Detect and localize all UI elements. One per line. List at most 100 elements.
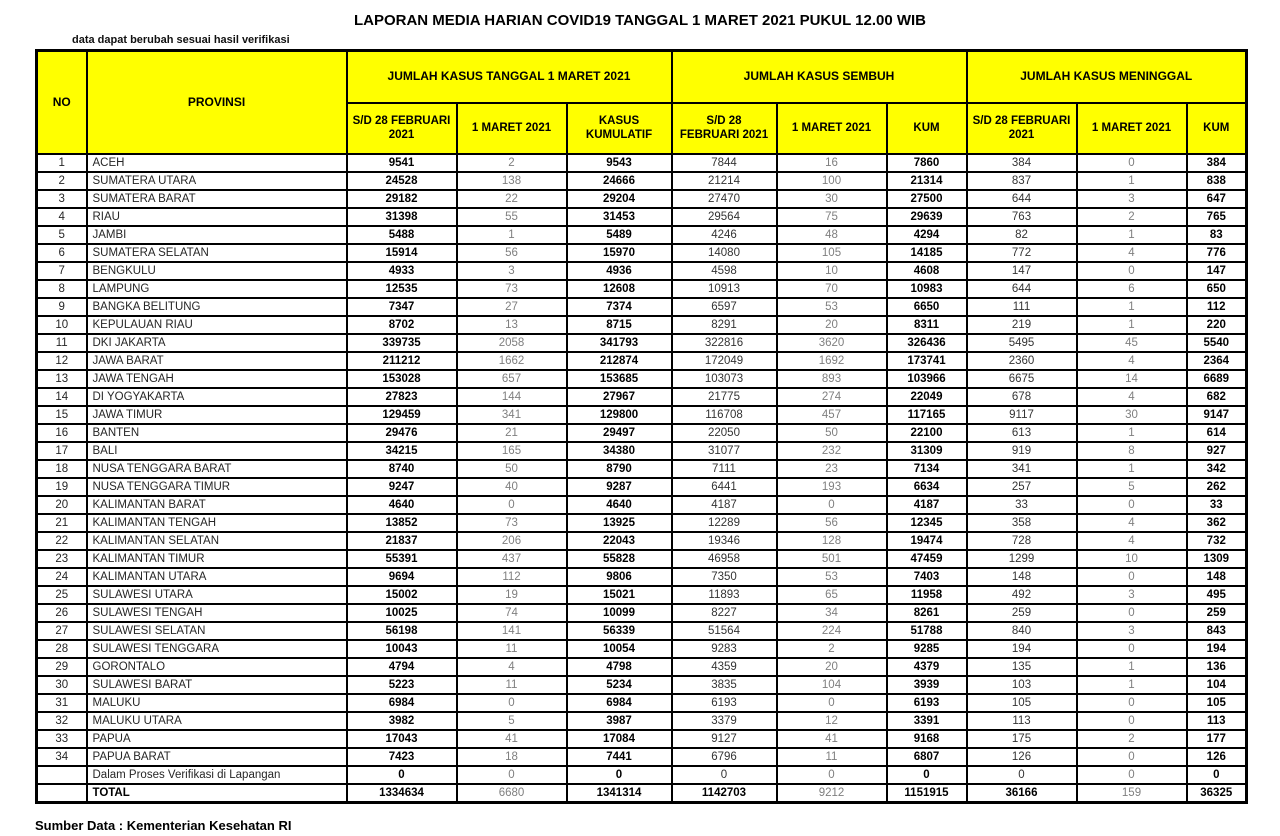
value-cell: 728 xyxy=(965,530,1078,551)
value-cell: 194 xyxy=(965,638,1078,659)
value-cell: 0 xyxy=(565,764,673,785)
row-number: 24 xyxy=(35,566,88,587)
row-number: 8 xyxy=(35,278,88,299)
value-cell: 341 xyxy=(965,458,1078,479)
value-cell: 257 xyxy=(965,476,1078,497)
value-cell: 147 xyxy=(1185,260,1248,281)
table-row: 11 DKI JAKARTA 339735 2058 341793 322816 3620 3… xyxy=(35,332,1248,353)
value-cell: 8715 xyxy=(565,314,673,335)
row-number: 14 xyxy=(35,386,88,407)
province-name: BANTEN xyxy=(85,422,348,443)
value-cell: 103073 xyxy=(670,368,778,389)
value-cell: 27470 xyxy=(670,188,778,209)
value-cell: 9287 xyxy=(565,476,673,497)
value-cell: 384 xyxy=(1185,152,1248,173)
table-row: 13 JAWA TENGAH 153028 657 153685 103073 893 103… xyxy=(35,368,1248,389)
total-value-cell: 1142703 xyxy=(670,782,778,803)
value-cell: 613 xyxy=(965,422,1078,443)
value-cell: 1 xyxy=(1075,224,1188,245)
value-cell: 7441 xyxy=(565,746,673,767)
table-row: 14 DI YOGYAKARTA 27823 144 27967 21775 274 2204… xyxy=(35,386,1248,407)
value-cell: 12535 xyxy=(345,278,458,299)
value-cell: 8 xyxy=(1075,440,1188,461)
row-number: 7 xyxy=(35,260,88,281)
row-number: 26 xyxy=(35,602,88,623)
value-cell: 19346 xyxy=(670,530,778,551)
province-name: DI YOGYAKARTA xyxy=(85,386,348,407)
value-cell: 678 xyxy=(965,386,1078,407)
subheader-sembuh-sd28: S/D 28 FEBRUARI 2021 xyxy=(670,101,778,155)
province-name: JAWA TIMUR xyxy=(85,404,348,425)
value-cell: 4936 xyxy=(565,260,673,281)
value-cell: 45 xyxy=(1075,332,1188,353)
row-number xyxy=(35,764,88,785)
value-cell: 763 xyxy=(965,206,1078,227)
value-cell: 128 xyxy=(775,530,888,551)
row-number: 4 xyxy=(35,206,88,227)
row-number: 19 xyxy=(35,476,88,497)
report-title: LAPORAN MEDIA HARIAN COVID19 TANGGAL 1 M… xyxy=(353,12,927,29)
value-cell: 41 xyxy=(455,728,568,749)
row-number: 13 xyxy=(35,368,88,389)
header-group-meninggal: JUMLAH KASUS MENINGGAL xyxy=(965,49,1248,104)
value-cell: 1 xyxy=(1075,170,1188,191)
value-cell: 1 xyxy=(1075,458,1188,479)
value-cell: 919 xyxy=(965,440,1078,461)
value-cell: 56 xyxy=(775,512,888,533)
value-cell: 13852 xyxy=(345,512,458,533)
total-value-cell: 36325 xyxy=(1185,782,1248,803)
value-cell: 9147 xyxy=(1185,404,1248,425)
value-cell: 27823 xyxy=(345,386,458,407)
value-cell: 6675 xyxy=(965,368,1078,389)
value-cell: 11 xyxy=(455,674,568,695)
value-cell: 6634 xyxy=(885,476,968,497)
province-name: NUSA TENGGARA BARAT xyxy=(85,458,348,479)
value-cell: 194 xyxy=(1185,638,1248,659)
table-row: 15 JAWA TIMUR 129459 341 129800 116708 457 1171… xyxy=(35,404,1248,425)
row-number: 29 xyxy=(35,656,88,677)
province-name: SULAWESI SELATAN xyxy=(85,620,348,641)
table-row: 31 MALUKU 6984 0 6984 6193 0 6193 105 0 105 xyxy=(35,692,1248,713)
value-cell: 47459 xyxy=(885,548,968,569)
value-cell: 3 xyxy=(455,260,568,281)
value-cell: 8740 xyxy=(345,458,458,479)
value-cell: 103 xyxy=(965,674,1078,695)
value-cell: 12 xyxy=(775,710,888,731)
value-cell: 2364 xyxy=(1185,350,1248,371)
value-cell: 6796 xyxy=(670,746,778,767)
province-name: PAPUA xyxy=(85,728,348,749)
table-row: 6 SUMATERA SELATAN 15914 56 15970 14080 105 141… xyxy=(35,242,1248,263)
table-row: 19 NUSA TENGGARA TIMUR 9247 40 9287 6441 193 66… xyxy=(35,476,1248,497)
value-cell: 1662 xyxy=(455,350,568,371)
table-row: 22 KALIMANTAN SELATAN 21837 206 22043 19346 12… xyxy=(35,530,1248,551)
province-name: KALIMANTAN TENGAH xyxy=(85,512,348,533)
province-name: SULAWESI TENGGARA xyxy=(85,638,348,659)
value-cell: 117165 xyxy=(885,404,968,425)
value-cell: 6193 xyxy=(885,692,968,713)
value-cell: 11893 xyxy=(670,584,778,605)
value-cell: 21314 xyxy=(885,170,968,191)
province-name: KALIMANTAN UTARA xyxy=(85,566,348,587)
value-cell: 29639 xyxy=(885,206,968,227)
value-cell: 7403 xyxy=(885,566,968,587)
value-cell: 1 xyxy=(1075,314,1188,335)
row-number: 32 xyxy=(35,710,88,731)
table-row: 33 PAPUA 17043 41 17084 9127 41 9168 175 2 177 xyxy=(35,728,1248,749)
value-cell: 14 xyxy=(1075,368,1188,389)
value-cell: 4187 xyxy=(670,494,778,515)
value-cell: 111 xyxy=(965,296,1078,317)
table-row: 21 KALIMANTAN TENGAH 13852 73 13925 12289 56 12… xyxy=(35,512,1248,533)
value-cell: 7350 xyxy=(670,566,778,587)
value-cell: 6984 xyxy=(345,692,458,713)
value-cell: 55828 xyxy=(565,548,673,569)
value-cell: 103966 xyxy=(885,368,968,389)
value-cell: 7844 xyxy=(670,152,778,173)
province-name: BENGKULU xyxy=(85,260,348,281)
value-cell: 40 xyxy=(455,476,568,497)
value-cell: 0 xyxy=(670,764,778,785)
table-row: 5 JAMBI 5488 1 5489 4246 48 4294 82 1 83 xyxy=(35,224,1248,245)
value-cell: 4 xyxy=(455,656,568,677)
total-row-number xyxy=(35,782,88,803)
row-number: 25 xyxy=(35,584,88,605)
